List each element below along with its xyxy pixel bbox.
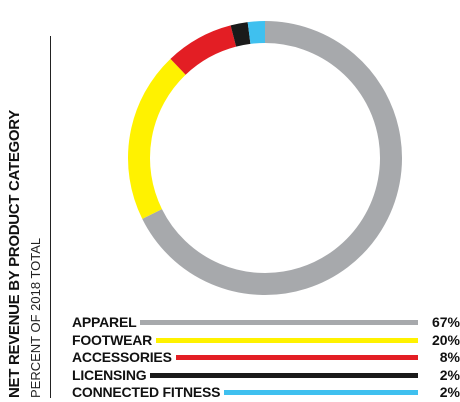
legend-bar (140, 320, 418, 325)
legend-bar (156, 337, 418, 343)
donut-slice-apparel (142, 21, 402, 295)
donut-slice-connected-fitness (247, 21, 266, 44)
legend-row: CONNECTED FITNESS 2% (72, 383, 460, 401)
legend-row: FOOTWEAR 20% (72, 331, 460, 349)
legend-percent: 8% (439, 349, 460, 365)
legend-bar (175, 355, 418, 360)
legend-label: APPAREL (72, 314, 137, 330)
legend-label: LICENSING (72, 366, 147, 383)
legend-bar (150, 372, 418, 378)
legend-label: FOOTWEAR (72, 331, 153, 348)
legend-percent: 20% (431, 331, 460, 348)
legend-row: ACCESSORIES 8% (72, 348, 460, 366)
legend-label: ACCESSORIES (72, 349, 172, 365)
donut-slice-licensing (230, 22, 251, 47)
legend-percent: 2% (439, 384, 460, 400)
donut-slice-footwear (128, 58, 186, 219)
legend-row: LICENSING 2% (72, 366, 460, 384)
legend-percent: 2% (439, 366, 460, 383)
donut-slice-accessories (170, 25, 237, 75)
legend-row: APPAREL 67% (72, 313, 460, 331)
title-divider (50, 36, 51, 398)
legend-bar (224, 390, 418, 395)
legend-label: CONNECTED FITNESS (72, 384, 221, 400)
legend-percent: 67% (431, 314, 460, 330)
donut-chart (128, 21, 402, 295)
